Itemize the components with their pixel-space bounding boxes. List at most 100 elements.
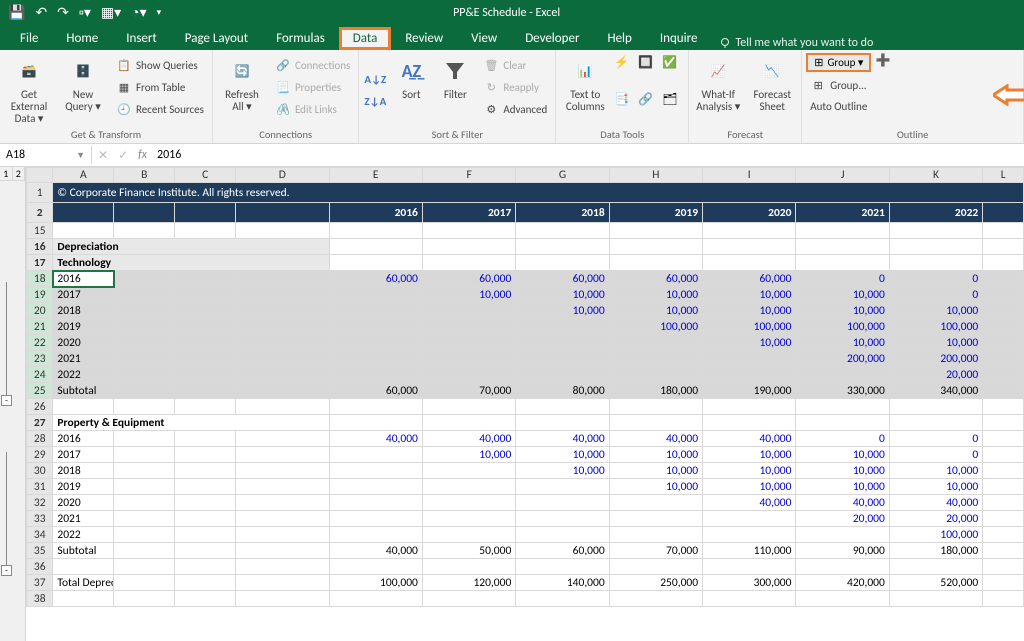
cell[interactable]	[422, 463, 515, 479]
row-header-20[interactable]: 20	[27, 303, 53, 319]
filter-button[interactable]: Filter	[435, 53, 475, 126]
col-header-A[interactable]: A	[53, 168, 114, 183]
cell[interactable]	[422, 495, 515, 511]
cell[interactable]	[329, 351, 422, 367]
cell[interactable]: 60,000	[329, 383, 422, 399]
cell[interactable]	[609, 351, 702, 367]
cell-label[interactable]: 2016	[53, 431, 114, 447]
qat-pie-icon[interactable]: ◔▾	[131, 4, 146, 21]
qat-dropdown-icon[interactable]: ▾	[157, 7, 162, 18]
tab-view[interactable]: View	[457, 27, 511, 50]
cell[interactable]: 10,000	[609, 479, 702, 495]
relationships-icon[interactable]: 🔗	[638, 92, 660, 114]
row-header-17[interactable]: 17	[27, 255, 53, 271]
row-header-30[interactable]: 30	[27, 463, 53, 479]
cell[interactable]: 10,000	[609, 287, 702, 303]
cell[interactable]: 10,000	[703, 287, 796, 303]
cell[interactable]: 190,000	[703, 383, 796, 399]
cell[interactable]	[516, 319, 609, 335]
sort-desc-button[interactable]: Z↓A	[363, 92, 387, 112]
cell[interactable]	[329, 287, 422, 303]
cell[interactable]: 10,000	[703, 447, 796, 463]
group-menu-item[interactable]: ⊞Group...	[806, 75, 870, 95]
cell[interactable]: 330,000	[796, 383, 889, 399]
cell[interactable]: 10,000	[703, 303, 796, 319]
row-header-22[interactable]: 22	[27, 335, 53, 351]
cell[interactable]: 10,000	[703, 463, 796, 479]
cell[interactable]: 0	[889, 271, 982, 287]
cell[interactable]	[329, 319, 422, 335]
group-button[interactable]: ⊞ Group ▾	[806, 53, 871, 72]
tab-page-layout[interactable]: Page Layout	[171, 27, 262, 50]
cell[interactable]: 20,000	[889, 367, 982, 383]
cell[interactable]: 60,000	[703, 271, 796, 287]
tab-review[interactable]: Review	[391, 27, 457, 50]
cell[interactable]: 60,000	[516, 543, 609, 559]
cell[interactable]: 180,000	[609, 383, 702, 399]
cell[interactable]	[329, 463, 422, 479]
cell[interactable]	[422, 367, 515, 383]
cell[interactable]	[609, 511, 702, 527]
cell[interactable]	[422, 335, 515, 351]
cell[interactable]	[516, 479, 609, 495]
cell[interactable]: 300,000	[703, 575, 796, 591]
col-header-G[interactable]: G	[516, 168, 609, 183]
cell[interactable]: 60,000	[516, 271, 609, 287]
cell[interactable]: 100,000	[329, 575, 422, 591]
sort-asc-button[interactable]: A↓Z	[363, 70, 387, 90]
cell[interactable]	[703, 351, 796, 367]
cell[interactable]: 10,000	[796, 479, 889, 495]
row-header-2[interactable]: 2	[27, 203, 53, 223]
cell[interactable]	[329, 495, 422, 511]
row-header-36[interactable]: 36	[27, 559, 53, 575]
col-header-H[interactable]: H	[609, 168, 702, 183]
cell[interactable]: 100,000	[703, 319, 796, 335]
cell-label[interactable]: 2019	[53, 479, 114, 495]
show-queries-button[interactable]: 📋Show Queries	[112, 55, 208, 75]
cell[interactable]	[422, 511, 515, 527]
cell[interactable]: 340,000	[889, 383, 982, 399]
cell-label[interactable]: 2017	[53, 287, 114, 303]
cell[interactable]: 90,000	[796, 543, 889, 559]
row-header-27[interactable]: 27	[27, 415, 53, 431]
cell-label[interactable]: 2022	[53, 527, 114, 543]
cell[interactable]	[329, 303, 422, 319]
row-header-21[interactable]: 21	[27, 319, 53, 335]
redo-icon[interactable]: ↷	[57, 4, 69, 21]
refresh-all-button[interactable]: 🔄 Refresh All ▾	[217, 53, 267, 126]
tab-inquire[interactable]: Inquire	[646, 27, 712, 50]
tab-developer[interactable]: Developer	[511, 27, 593, 50]
row-header-33[interactable]: 33	[27, 511, 53, 527]
cell[interactable]: 40,000	[889, 495, 982, 511]
row-header-25[interactable]: 25	[27, 383, 53, 399]
cell[interactable]	[703, 367, 796, 383]
outline-collapse-button[interactable]: -	[1, 395, 12, 406]
cell-label[interactable]: Subtotal	[53, 543, 114, 559]
save-icon[interactable]: 💾	[8, 4, 25, 21]
cell-label[interactable]: 2021	[53, 351, 114, 367]
cell[interactable]: 10,000	[703, 335, 796, 351]
spreadsheet-grid[interactable]: ABCDEFGHIJKL 1© Corporate Finance Instit…	[26, 167, 1024, 607]
col-header-I[interactable]: I	[703, 168, 796, 183]
row-header-15[interactable]: 15	[27, 223, 53, 239]
outline-level-1[interactable]: 1	[0, 167, 13, 180]
undo-icon[interactable]: ↶	[35, 4, 47, 21]
cell[interactable]	[609, 495, 702, 511]
cell[interactable]: 420,000	[796, 575, 889, 591]
consolidate-icon[interactable]: 📑	[614, 92, 636, 114]
col-header-J[interactable]: J	[796, 168, 889, 183]
cell[interactable]: 110,000	[703, 543, 796, 559]
cell[interactable]: 200,000	[889, 351, 982, 367]
cell[interactable]	[329, 479, 422, 495]
cell[interactable]	[703, 511, 796, 527]
col-header-F[interactable]: F	[422, 168, 515, 183]
cell[interactable]	[329, 335, 422, 351]
cell[interactable]: 10,000	[703, 479, 796, 495]
cell[interactable]: 10,000	[796, 463, 889, 479]
col-header-D[interactable]: D	[236, 168, 329, 183]
cell[interactable]: 20,000	[889, 511, 982, 527]
cell-label[interactable]: 2020	[53, 335, 114, 351]
qat-more-icon[interactable]: ▫▾	[79, 4, 91, 21]
tab-home[interactable]: Home	[52, 27, 112, 50]
cell[interactable]	[422, 303, 515, 319]
